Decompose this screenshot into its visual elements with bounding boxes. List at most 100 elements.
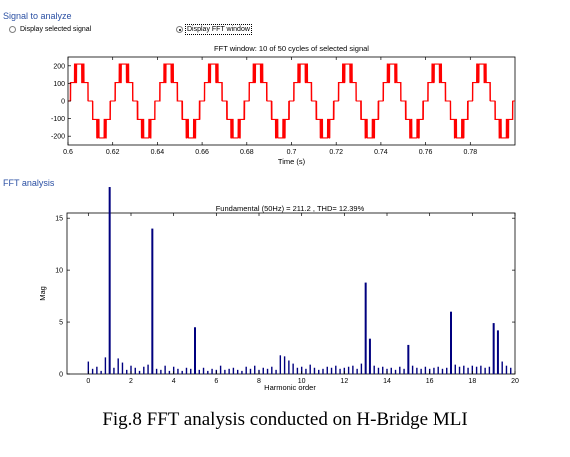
spectrum-bar bbox=[475, 366, 478, 374]
spectrum-y-tick-label: 5 bbox=[59, 320, 63, 327]
spectrum-bar bbox=[117, 358, 119, 374]
spectrum-bar bbox=[339, 368, 341, 374]
spectrum-bar bbox=[245, 366, 247, 374]
radio-display-selected-signal[interactable]: Display selected signal bbox=[9, 26, 91, 33]
spectrum-bar bbox=[121, 362, 124, 374]
spectrum-bar bbox=[279, 355, 282, 374]
spectrum-x-tick-label: 8 bbox=[257, 378, 261, 385]
spectrum-bar bbox=[424, 366, 427, 374]
radio-unchecked-icon[interactable] bbox=[9, 26, 16, 33]
spectrum-bar bbox=[211, 368, 213, 374]
spectrum-bar bbox=[202, 367, 205, 374]
spectrum-bar bbox=[322, 368, 324, 374]
spectrum-bar bbox=[96, 366, 98, 374]
spectrum-bar bbox=[437, 366, 439, 374]
spectrum-bar bbox=[126, 369, 128, 374]
spectrum-bar bbox=[352, 365, 354, 374]
waveform-y-tick-label: -100 bbox=[51, 116, 65, 123]
spectrum-x-tick-label: 12 bbox=[340, 378, 348, 385]
spectrum-bar bbox=[368, 338, 371, 374]
spectrum-y-axis-label: Mag bbox=[38, 286, 47, 301]
waveform-x-tick-label: 0.64 bbox=[151, 149, 165, 156]
spectrum-bar bbox=[134, 367, 136, 374]
spectrum-bar bbox=[254, 365, 256, 374]
spectrum-bar bbox=[224, 369, 226, 374]
spectrum-bar bbox=[480, 365, 482, 374]
spectrum-bar bbox=[382, 366, 384, 374]
spectrum-bar bbox=[343, 367, 346, 374]
spectrum-bar bbox=[373, 365, 375, 374]
spectrum-y-tick-label: 0 bbox=[59, 372, 63, 379]
spectrum-bar bbox=[463, 365, 465, 374]
fft-analysis-title: FFT analysis bbox=[3, 178, 55, 188]
waveform-y-tick-label: -200 bbox=[51, 134, 65, 141]
spectrum-bar bbox=[198, 369, 200, 374]
spectrum-bar bbox=[300, 366, 303, 374]
waveform-y-tick-label: 100 bbox=[53, 81, 65, 88]
spectrum-bar bbox=[403, 368, 405, 374]
spectrum-bar bbox=[181, 370, 183, 374]
spectrum-bar bbox=[143, 366, 145, 374]
waveform-y-tick-label: 0 bbox=[61, 99, 65, 106]
waveform-x-axis-label: Time (s) bbox=[278, 157, 306, 166]
spectrum-bar bbox=[411, 365, 414, 374]
spectrum-x-tick-label: 10 bbox=[298, 378, 306, 385]
spectrum-bar bbox=[326, 366, 328, 374]
spectrum-bar bbox=[147, 364, 149, 374]
spectrum-bar bbox=[407, 344, 410, 374]
radio-display-fft-window[interactable]: Display FFT window bbox=[176, 24, 252, 35]
spectrum-bar bbox=[236, 369, 239, 374]
spectrum-bar bbox=[271, 366, 273, 374]
spectrum-x-tick-label: 14 bbox=[383, 378, 391, 385]
spectrum-bar bbox=[347, 366, 350, 374]
spectrum-bar bbox=[185, 367, 188, 374]
waveform-x-tick-label: 0.78 bbox=[463, 149, 477, 156]
spectrum-bar bbox=[177, 368, 179, 374]
spectrum-bar bbox=[330, 367, 333, 374]
waveform-x-tick-label: 0.6 bbox=[63, 149, 73, 156]
spectrum-bar bbox=[138, 370, 141, 374]
spectrum-bar bbox=[510, 367, 512, 374]
spectrum-x-tick-label: 6 bbox=[214, 378, 218, 385]
waveform-chart-title: FFT window: 10 of 50 cycles of selected … bbox=[214, 44, 369, 53]
spectrum-bar bbox=[446, 367, 448, 374]
radio-label-selected-signal: Display selected signal bbox=[20, 26, 92, 33]
spectrum-bar bbox=[241, 370, 243, 374]
spectrum-bar bbox=[190, 368, 192, 374]
spectrum-bar bbox=[390, 367, 392, 374]
spectrum-bar bbox=[484, 367, 486, 374]
spectrum-bar bbox=[305, 368, 307, 374]
spectrum-bar bbox=[155, 368, 158, 374]
spectrum-bar bbox=[496, 330, 499, 374]
spectrum-bar bbox=[399, 366, 401, 374]
spectrum-bar bbox=[130, 365, 132, 374]
waveform-x-tick-label: 0.76 bbox=[419, 149, 433, 156]
spectrum-bar bbox=[377, 367, 380, 374]
spectrum-bar bbox=[266, 368, 269, 374]
figure-caption: Fig.8 FFT analysis conducted on H-Bridge… bbox=[102, 409, 468, 430]
spectrum-bar bbox=[450, 311, 452, 374]
spectrum-y-tick-label: 15 bbox=[55, 216, 63, 223]
waveform-series-line bbox=[68, 63, 515, 139]
spectrum-bar bbox=[292, 363, 294, 374]
spectrum-x-tick-label: 0 bbox=[86, 378, 90, 385]
signal-to-analyze-title: Signal to analyze bbox=[3, 11, 72, 21]
spectrum-x-tick-label: 4 bbox=[172, 378, 176, 385]
spectrum-bar bbox=[335, 365, 337, 374]
spectrum-bar bbox=[492, 323, 495, 374]
spectrum-bar bbox=[488, 366, 491, 374]
spectrum-bar bbox=[360, 363, 363, 374]
spectrum-bar bbox=[228, 368, 230, 374]
spectrum-bar bbox=[100, 370, 102, 374]
waveform-y-tick-label: 200 bbox=[53, 63, 65, 70]
spectrum-bar bbox=[232, 367, 235, 374]
spectrum-bar bbox=[172, 366, 175, 374]
radio-checked-icon[interactable] bbox=[176, 26, 183, 33]
spectrum-bar bbox=[207, 370, 209, 374]
spectrum-bar bbox=[151, 228, 154, 374]
spectrum-bar bbox=[356, 368, 358, 374]
waveform-x-tick-label: 0.62 bbox=[106, 149, 120, 156]
waveform-x-tick-label: 0.72 bbox=[329, 149, 343, 156]
radio-label-fft-window: Display FFT window bbox=[185, 24, 252, 35]
